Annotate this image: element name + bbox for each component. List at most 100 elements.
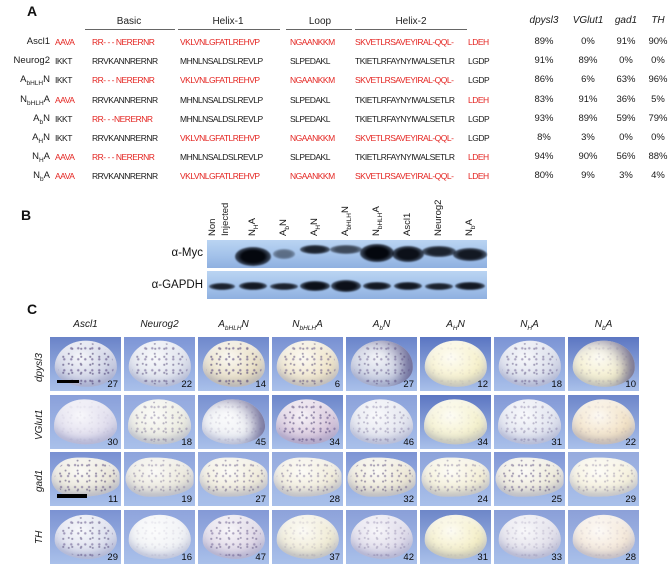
sequence-segment: SLPEDAKL bbox=[290, 113, 330, 124]
gapdh-band bbox=[209, 282, 235, 290]
domain-header: Helix-1 bbox=[212, 16, 244, 27]
sequence-segment: LDEH bbox=[468, 94, 489, 105]
sequence-row: AbHLHN IKKT RR- - - NERERNR VKLVNLGFATLREHV… bbox=[0, 74, 669, 87]
percentage-value: 0% bbox=[619, 132, 633, 143]
percentage-value: 80% bbox=[534, 170, 554, 182]
embryo-image bbox=[350, 514, 413, 560]
sequence-segment: NGAANKKM bbox=[290, 37, 335, 47]
sequence-row: AHN IKKT RRVKANNRERNR VKLVNLGFATLREHVP NGAAN… bbox=[0, 132, 669, 145]
embryo-count: 18 bbox=[181, 437, 192, 448]
gapdh-band bbox=[331, 280, 361, 292]
percentage-value: 90% bbox=[578, 151, 598, 163]
lane-label: AHN bbox=[309, 218, 322, 236]
embryo-panel: 6 bbox=[272, 337, 343, 391]
myc-band bbox=[300, 244, 330, 254]
sequence-segment: AAVA bbox=[55, 171, 75, 182]
sequence-row: NbHLHA AAVA RRVKANNRERNR MHNLNSALDSLREVLP SL… bbox=[0, 94, 669, 107]
embryo-image bbox=[276, 340, 339, 388]
embryo-count: 25 bbox=[551, 494, 562, 505]
embryo-image bbox=[572, 514, 635, 560]
staining-speckles bbox=[352, 401, 411, 443]
domain-header-underline bbox=[85, 29, 175, 30]
embryo-image bbox=[275, 399, 340, 445]
embryo-image bbox=[350, 340, 413, 388]
panel-c-label: C bbox=[27, 301, 38, 317]
domain-header-underline bbox=[286, 29, 352, 30]
staining-speckles bbox=[427, 343, 484, 385]
embryo-count: 22 bbox=[625, 437, 636, 448]
staining-speckles bbox=[500, 401, 559, 443]
embryo-panel: 22 bbox=[124, 337, 195, 391]
staining-speckles bbox=[57, 343, 114, 385]
sequence-segment: SKVETLRSAVEYIRAL-QQL- bbox=[355, 171, 454, 182]
percentage-value: 96% bbox=[648, 74, 668, 86]
construct-label: AbHLHN bbox=[20, 74, 50, 88]
sequence-segment: NGAANKKM bbox=[290, 75, 335, 86]
embryo-panel: 27 bbox=[50, 337, 121, 391]
scale-bar bbox=[57, 494, 87, 498]
sequence-segment: AAVA bbox=[55, 37, 75, 47]
embryo-count: 29 bbox=[625, 494, 636, 505]
sequence-segment: IKKT bbox=[55, 75, 72, 86]
gapdh-band bbox=[455, 282, 485, 290]
construct-label: NbA bbox=[33, 170, 50, 184]
embryo-count: 42 bbox=[403, 552, 414, 563]
embryo-count: 45 bbox=[255, 437, 266, 448]
embryo-image bbox=[201, 399, 266, 445]
embryo-image bbox=[571, 399, 636, 445]
gapdh-blot-strip bbox=[207, 271, 487, 299]
domain-header-underline bbox=[355, 29, 467, 30]
embryo-image bbox=[202, 340, 265, 388]
embryo-panel: 27 bbox=[346, 337, 417, 391]
sequence-segment: AAVA bbox=[55, 94, 75, 105]
sequence-segment: LDEH bbox=[468, 171, 489, 182]
staining-speckles bbox=[56, 401, 115, 443]
column-header: AbHLHN bbox=[218, 319, 249, 332]
embryo-image bbox=[347, 457, 416, 497]
column-header: NHA bbox=[520, 319, 539, 332]
percentage-value: 36% bbox=[616, 93, 636, 105]
embryo-image bbox=[572, 340, 635, 388]
percentage-value: 86% bbox=[534, 74, 554, 86]
embryo-panel: 18 bbox=[494, 337, 565, 391]
gapdh-band bbox=[239, 282, 267, 290]
lane-label: Ascl1 bbox=[402, 212, 413, 236]
percentage-value: 59% bbox=[616, 112, 636, 124]
embryo-count: 47 bbox=[255, 552, 266, 563]
construct-label: NHA bbox=[32, 151, 50, 165]
staining-speckles bbox=[57, 517, 114, 557]
staining-speckles bbox=[54, 459, 117, 495]
lane-label: NHA bbox=[247, 218, 260, 236]
staining-speckles bbox=[575, 517, 632, 557]
embryo-panel: 34 bbox=[420, 395, 491, 449]
sequence-segment: VKLVNLGFATLREHVP bbox=[180, 171, 260, 182]
embryo-image bbox=[53, 399, 118, 445]
embryo-highlight bbox=[498, 514, 561, 560]
row-gene-label: gad1 bbox=[34, 469, 45, 492]
sequence-segment: SLPEDAKL bbox=[290, 152, 330, 163]
embryo-image bbox=[349, 399, 414, 445]
staining-speckles bbox=[350, 459, 413, 495]
embryo-highlight bbox=[497, 399, 562, 445]
embryo-count: 11 bbox=[108, 494, 118, 505]
percentage-value: 56% bbox=[616, 151, 636, 163]
sequence-row: Ascl1 AAVA RR- - - NERERNR VKLVNLGFATLREHVP… bbox=[0, 36, 669, 49]
embryo-highlight bbox=[571, 399, 636, 445]
embryo-count: 31 bbox=[477, 552, 488, 563]
percentage-value: 94% bbox=[534, 151, 554, 163]
lane-label: Injected bbox=[220, 202, 231, 236]
lane-label: AbN bbox=[278, 219, 291, 236]
sequence-row: Neurog2 IKKT RRVKANNRERNR MHNLNSALDSLREVLP S… bbox=[0, 55, 669, 68]
embryo-panel: 37 bbox=[272, 510, 343, 564]
embryo-count: 34 bbox=[329, 437, 340, 448]
embryo-highlight bbox=[572, 340, 635, 388]
staining-speckles bbox=[501, 343, 558, 385]
staining-speckles bbox=[205, 517, 262, 557]
embryo-highlight bbox=[424, 514, 487, 560]
construct-label: Neurog2 bbox=[13, 55, 50, 67]
embryo-highlight bbox=[347, 457, 416, 497]
sequence-segment: VKLVNLGFATLREHVP bbox=[180, 75, 260, 86]
sequence-segment: LGDP bbox=[468, 113, 490, 124]
embryo-image bbox=[495, 457, 564, 497]
sequence-segment: VKLVNLGFATLREHVP bbox=[180, 133, 260, 143]
